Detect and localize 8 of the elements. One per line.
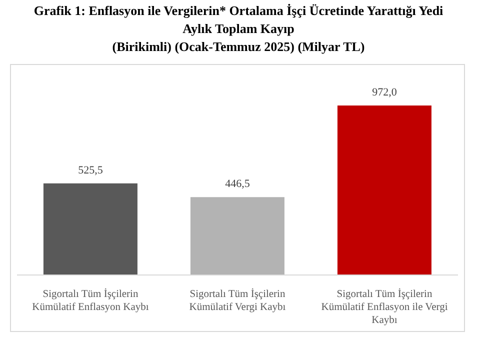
x-tick-label: Sigortalı Tüm İşçilerin Kümülatif Enflasyon ile Vergi Kaybı	[321, 288, 448, 326]
data-label: 972,0	[372, 86, 398, 99]
x-tick-label: Sigortalı Tüm İşçilerin Kümülatif Enflasyon Kaybı	[32, 288, 149, 313]
chart-subtitle: (Birikimli) (Ocak-Temmuz 2025) (Milyar TL)	[111, 38, 366, 56]
chart-title: Grafik 1: Enflasyon ile Vergilerin* Ortalama İşçi Ücretinde Yarattığı Yedi Aylık Toplam Kayıp	[32, 2, 444, 38]
x-tick-label: Sigortalı Tüm İşçilerin Kümülatif Vergi Kaybı	[189, 288, 286, 313]
data-label: 525,5	[78, 164, 104, 176]
data-label: 446,5	[225, 178, 250, 190]
